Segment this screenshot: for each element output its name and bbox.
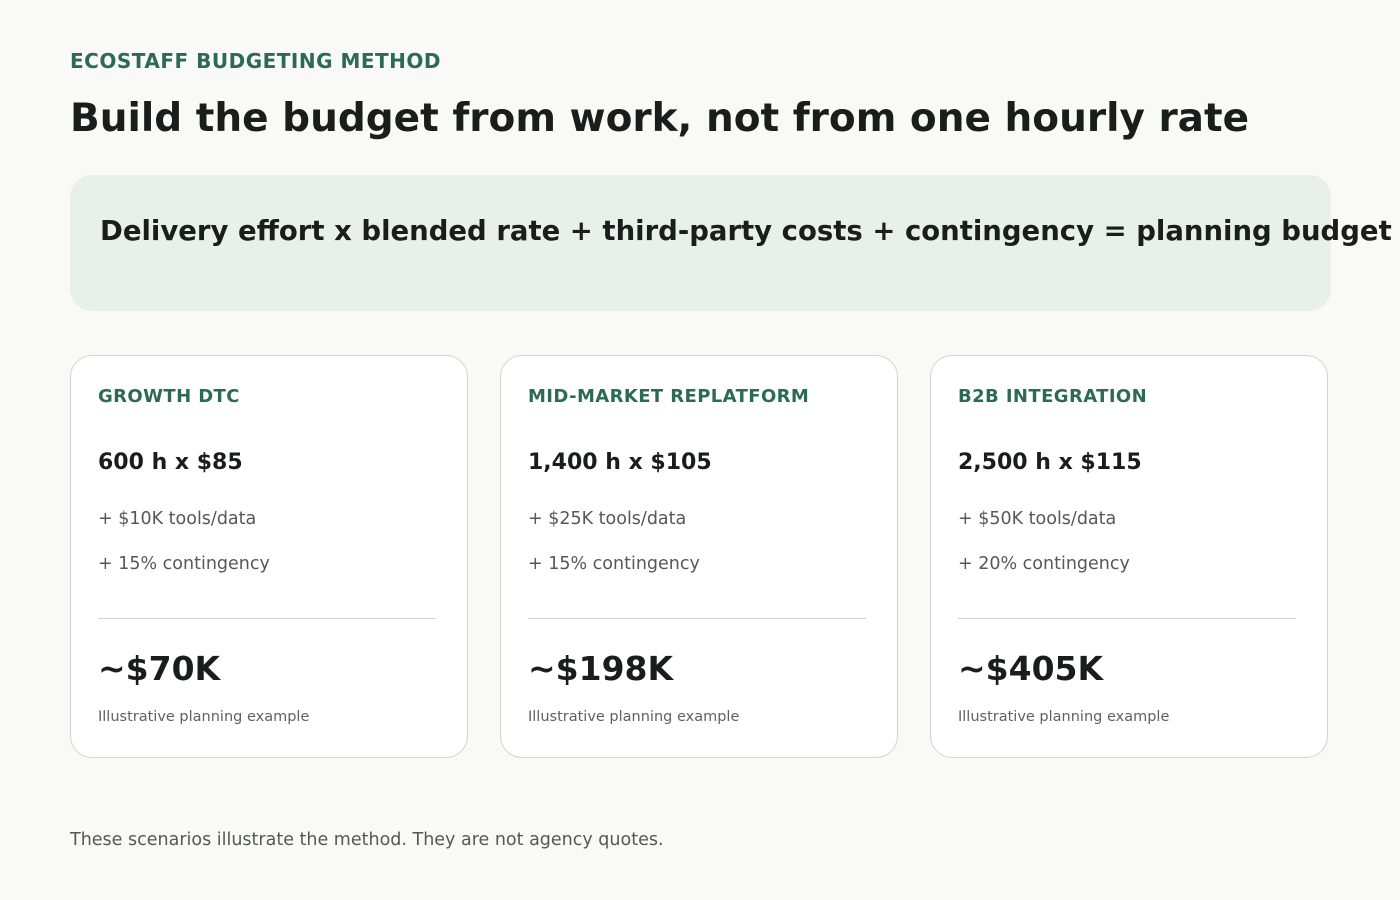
scenario-contingency: + 20% contingency [958, 554, 1130, 574]
scenario-contingency: + 15% contingency [528, 554, 700, 574]
scenario-title: B2B INTEGRATION [958, 386, 1148, 407]
scenario-tools-cost: + $10K tools/data [98, 509, 257, 529]
footnote: These scenarios illustrate the method. T… [70, 830, 664, 850]
card-divider [958, 618, 1296, 619]
scenario-tools-cost: + $25K tools/data [528, 509, 687, 529]
scenario-title: MID-MARKET REPLATFORM [528, 386, 810, 407]
scenario-note: Illustrative planning example [98, 709, 310, 725]
scenario-total: ~$70K [98, 649, 221, 688]
scenario-note: Illustrative planning example [528, 709, 740, 725]
card-divider [528, 618, 866, 619]
scenario-total: ~$405K [958, 649, 1104, 688]
scenario-card-growth-dtc: GROWTH DTC 600 h x $85 + $10K tools/data… [70, 355, 468, 758]
formula-panel: Delivery effort x blended rate + third-p… [70, 175, 1392, 311]
scenario-effort-rate: 600 h x $85 [98, 450, 243, 475]
scenario-title: GROWTH DTC [98, 386, 240, 407]
scenario-contingency: + 15% contingency [98, 554, 270, 574]
scenario-card-b2b-integration: B2B INTEGRATION 2,500 h x $115 + $50K to… [930, 355, 1328, 758]
formula-text: Delivery effort x blended rate + third-p… [100, 215, 1392, 247]
eyebrow-label: ECOSTAFF BUDGETING METHOD [70, 49, 442, 73]
scenario-total: ~$198K [528, 649, 674, 688]
scenario-effort-rate: 1,400 h x $105 [528, 450, 712, 475]
card-divider [98, 618, 436, 619]
page-title: Build the budget from work, not from one… [70, 96, 1250, 141]
scenario-effort-rate: 2,500 h x $115 [958, 450, 1142, 475]
scenario-card-mid-market-replatform: MID-MARKET REPLATFORM 1,400 h x $105 + $… [500, 355, 898, 758]
scenario-note: Illustrative planning example [958, 709, 1170, 725]
scenario-tools-cost: + $50K tools/data [958, 509, 1117, 529]
